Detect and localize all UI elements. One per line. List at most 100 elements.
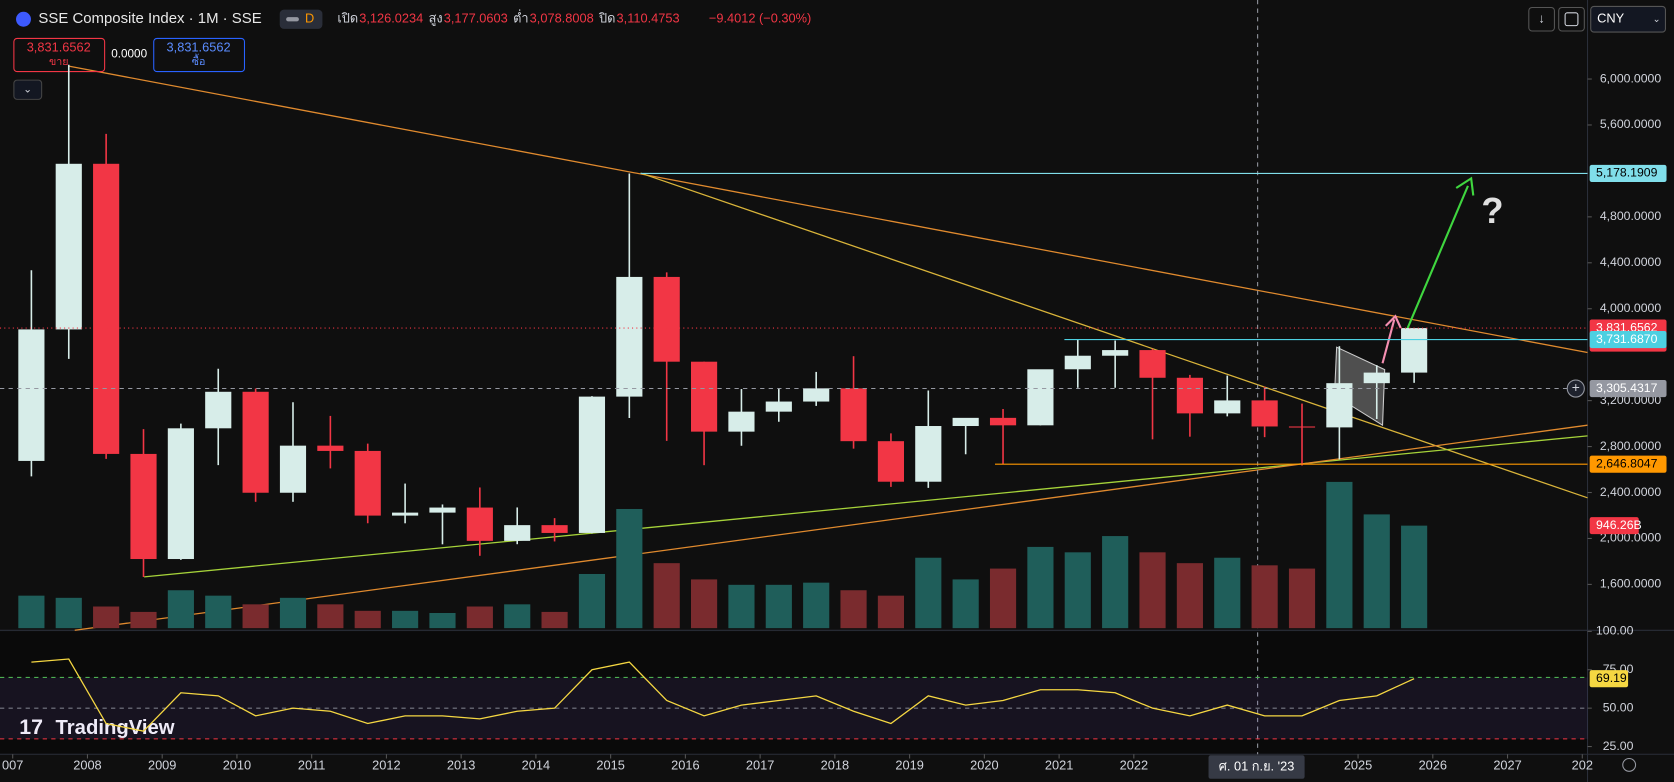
candle-body: [1363, 372, 1390, 384]
volume-bar: [167, 590, 194, 629]
arrow[interactable]: [1400, 185, 1469, 343]
currency-select[interactable]: [1590, 5, 1666, 33]
volume-bar: [1102, 536, 1129, 629]
rsi-tick-label: 50.00: [1603, 700, 1634, 714]
volume-bar: [93, 606, 120, 629]
x-tick-label: 2012: [372, 757, 400, 772]
volume-bar: [1401, 525, 1428, 629]
x-tick-label: 2013: [447, 757, 475, 772]
volume-bar: [466, 606, 493, 629]
candle-body: [952, 417, 979, 427]
y-tick-label: 5,600.0000: [1600, 117, 1662, 131]
volume-bar: [55, 597, 82, 629]
rsi-pane: [0, 631, 1588, 755]
status-pill: [279, 9, 323, 29]
candle-body: [205, 391, 232, 429]
download-icon: ↓: [1538, 11, 1544, 26]
add-icon: +: [1572, 379, 1580, 395]
x-tick-label: 2027: [1493, 757, 1521, 772]
x-tick-label: 2010: [223, 757, 251, 772]
sell-button[interactable]: [13, 37, 106, 73]
y-tick-label: 4,400.0000: [1600, 255, 1662, 269]
y-tick-label: 2,000.0000: [1600, 531, 1662, 545]
volume-bar: [392, 610, 419, 629]
crosshair-date-box: [1208, 755, 1305, 779]
candle-body: [55, 163, 82, 330]
x-tick-label: 2017: [746, 757, 774, 772]
ohlc-label: ต่ำ: [513, 10, 528, 26]
x-tick-label: 2025: [1344, 757, 1372, 772]
candle-body: [1326, 383, 1353, 428]
volume-bar: [317, 604, 344, 629]
sell-label: ขาย: [49, 56, 69, 68]
volume-bar: [728, 584, 755, 629]
ohlc-value: 3,126.0234: [359, 11, 423, 26]
volume-bar: [1251, 565, 1278, 629]
candle-body: [18, 329, 45, 461]
x-tick-label: 2015: [596, 757, 624, 772]
price-label: 2,646.8047: [1596, 456, 1658, 470]
buy-button[interactable]: [153, 37, 246, 73]
volume-bar: [1214, 557, 1241, 629]
button[interactable]: [1558, 6, 1585, 32]
buy-label: ซื้อ: [192, 53, 206, 68]
candle-body: [429, 507, 456, 513]
candle-body: [279, 445, 307, 493]
price-label: 3,305.4317: [1596, 381, 1658, 395]
candle-body: [803, 388, 830, 402]
ohlc-value: 3,177.0603: [444, 11, 508, 26]
volume-bar: [578, 573, 606, 629]
arrow-head: [1384, 314, 1402, 329]
volume-bar: [1363, 514, 1390, 629]
badge: D: [305, 11, 314, 26]
volume-bar: [130, 611, 157, 629]
wedge[interactable]: [1333, 346, 1386, 427]
price-label: 5,178.1909: [1596, 166, 1658, 180]
collapse-icon: ⌄: [23, 84, 32, 96]
candle-body: [466, 507, 493, 541]
y-tick-label: 2,400.0000: [1600, 485, 1662, 499]
drawings: ?: [69, 65, 1588, 631]
candle-body: [541, 525, 568, 533]
trend-line: [144, 435, 1588, 578]
add-alert-button[interactable]: [1566, 379, 1585, 398]
y-tick-label: 2,800.0000: [1600, 439, 1662, 453]
collapse-button[interactable]: [13, 79, 43, 100]
annotation[interactable]: ?: [1481, 190, 1503, 231]
candle-body: [690, 361, 718, 432]
candle-body: [1214, 400, 1241, 414]
rsi-line: [31, 658, 1415, 732]
x-tick-label: 2022: [1120, 757, 1148, 772]
ohlc-label: ปิด: [598, 11, 616, 26]
symbol[interactable]: SSE Composite Index · 1M · SSE: [38, 10, 261, 27]
x-tick-label: 2019: [895, 757, 923, 772]
arrow[interactable]: [1381, 319, 1396, 364]
price-label-box: [1589, 379, 1667, 398]
candle-body: [392, 512, 419, 516]
ohlc-label: เปิด: [337, 11, 358, 26]
price-label-box: [1589, 331, 1667, 349]
button[interactable]: [1528, 6, 1555, 32]
candle-body: [317, 445, 344, 451]
settings-icon[interactable]: [1622, 757, 1637, 772]
candle-body: [653, 276, 680, 362]
buy-price: 3,831.6562: [167, 39, 231, 54]
sell-price: 3,831.6562: [27, 39, 91, 54]
volume-bar: [877, 595, 905, 629]
candle-body: [167, 428, 194, 560]
candle-body: [578, 396, 606, 533]
rsi-value-label: 69.19: [1596, 671, 1627, 685]
candle-body: [1102, 350, 1129, 356]
x-tick-label: 2016: [671, 757, 699, 772]
candle-body: [1139, 350, 1166, 378]
status-icon: [286, 17, 299, 22]
candle-body: [877, 441, 905, 482]
price-label: 3,731.6870: [1596, 332, 1658, 346]
candle-body: [1401, 328, 1428, 373]
ohlc-legend: เปิด 3,126.0234 สูง 3,177.0603 ต่ำ 3,078.8008…: [337, 10, 679, 27]
ohlc-label: สูง: [429, 11, 443, 27]
logo[interactable]: TradingView: [56, 717, 175, 739]
volume-bar: [1288, 568, 1316, 629]
candle-body: [840, 388, 867, 442]
